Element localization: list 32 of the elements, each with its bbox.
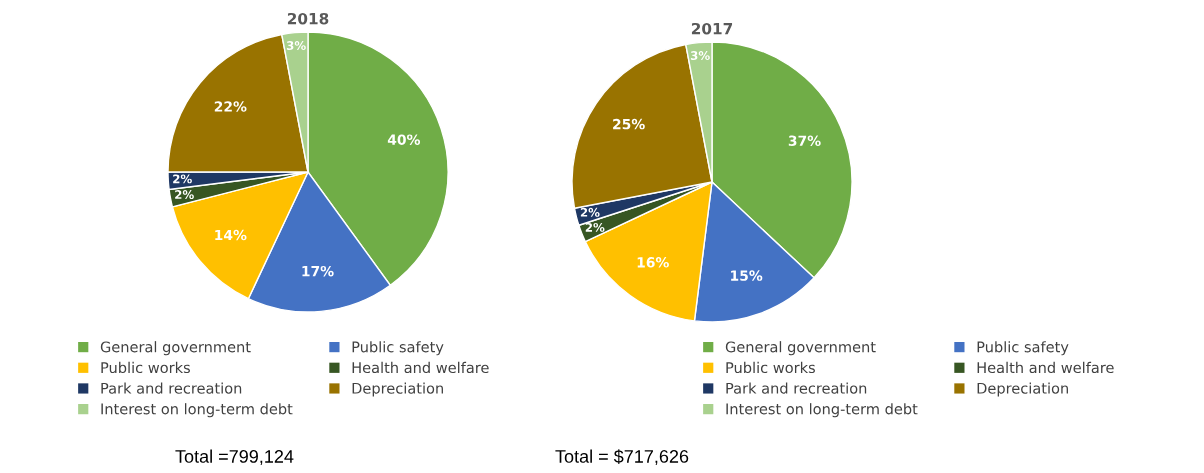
legend-label: General government <box>100 341 251 356</box>
text: Total = $717,626 <box>555 449 689 465</box>
legend-label: Public safety <box>977 341 1069 356</box>
legend-label: Interest on long-term debt <box>101 403 293 418</box>
legend-label: Public safety <box>352 341 444 356</box>
legend-label: Health and welfare <box>352 361 489 374</box>
legend-label: Public works <box>726 361 815 374</box>
data-label: 16% <box>637 257 669 268</box>
legend-label: Health and welfare <box>977 361 1114 374</box>
data-label: 40% <box>387 134 421 145</box>
data-label: 15% <box>731 270 763 281</box>
data-label: 3% <box>690 51 710 60</box>
chart-title: 2017 <box>691 22 733 35</box>
legend-label: Depreciation <box>352 382 443 397</box>
data-label: 37% <box>788 135 821 146</box>
data-label: 2% <box>175 190 194 200</box>
legend-label: Public works <box>101 361 190 374</box>
legend-label: Park and recreation <box>101 382 242 394</box>
data-label: 3% <box>286 41 306 50</box>
data-label: 2% <box>585 222 605 232</box>
data-label: 17% <box>302 265 334 277</box>
text: Total =799,124 <box>175 449 294 465</box>
data-label: 22% <box>214 101 247 112</box>
legend-label: Park and recreation <box>726 382 867 394</box>
legend-label: Depreciation <box>977 382 1068 397</box>
data-label: 2% <box>580 207 600 217</box>
data-label: 2% <box>173 174 192 184</box>
chart-title: 2018 <box>287 12 329 25</box>
legend-label: General government <box>725 341 876 356</box>
data-label: 25% <box>613 118 645 130</box>
data-label: 14% <box>215 229 247 241</box>
legend-label: Interest on long-term debt <box>726 403 918 418</box>
